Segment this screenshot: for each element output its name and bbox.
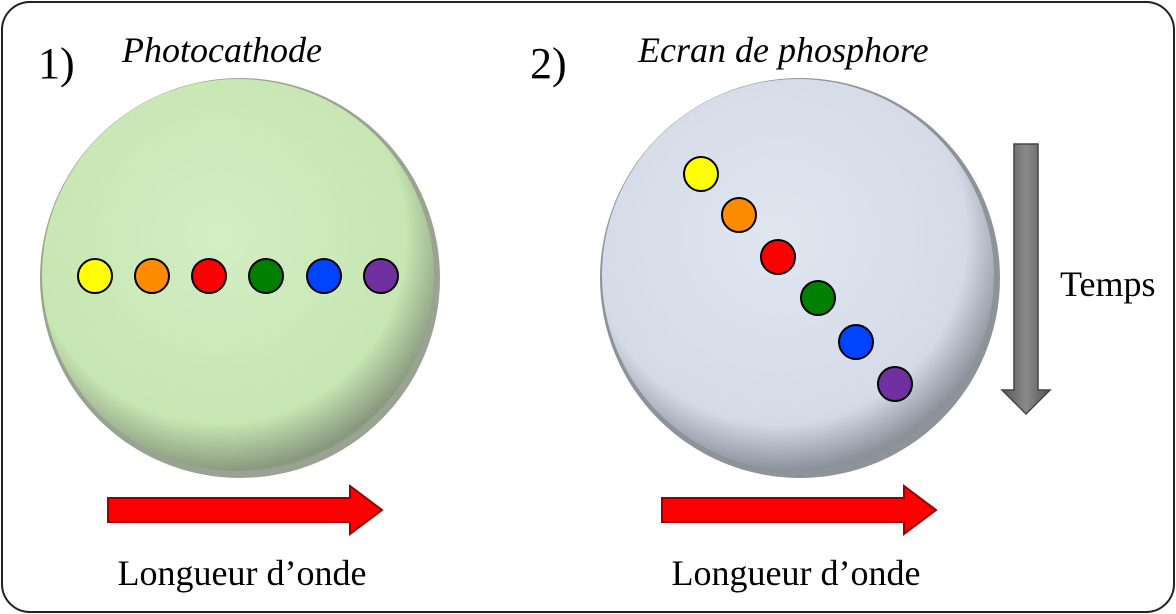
axis-label: Longueur d’onde [118, 553, 367, 593]
panel-title: Photocathode [121, 30, 322, 70]
spot [683, 156, 719, 192]
spot [306, 258, 342, 294]
spot [77, 258, 113, 294]
spots [683, 156, 913, 402]
phosphor-disk [602, 79, 994, 471]
spot [248, 258, 284, 294]
panel-title: Ecran de phosphore [637, 30, 929, 70]
spot [721, 197, 757, 233]
panel-number: 1) [38, 39, 75, 88]
wavelength-arrow [661, 484, 938, 536]
spot [838, 324, 874, 360]
wavelength-arrow [107, 484, 384, 536]
time-arrow [1000, 143, 1052, 416]
spots [77, 258, 399, 294]
panel-number: 2) [530, 39, 567, 88]
spot [191, 258, 227, 294]
spot [760, 239, 796, 275]
photocathode-disk [42, 79, 434, 471]
spot [800, 280, 836, 316]
axis-label: Longueur d’onde [672, 553, 921, 593]
spot [877, 366, 913, 402]
time-label: Temps [1060, 264, 1155, 304]
spot [363, 258, 399, 294]
spot [134, 258, 170, 294]
